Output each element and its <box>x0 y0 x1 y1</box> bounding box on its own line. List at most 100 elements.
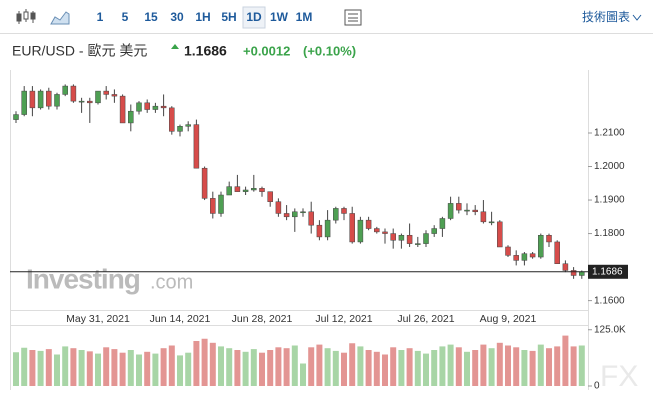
candle-body <box>21 90 27 115</box>
volume-bar <box>267 350 274 386</box>
chart-link[interactable]: 技術圖表 <box>582 10 630 24</box>
volume-bar <box>95 353 101 386</box>
volume-bar <box>234 350 241 386</box>
x-tick-label: Aug 9, 2021 <box>480 313 537 325</box>
change-percent: (+0.10%) <box>303 43 356 58</box>
interval-button[interactable]: 1 <box>97 10 104 24</box>
change: +0.0012 <box>243 43 290 58</box>
y-tick-label: 1.1900 <box>594 195 625 206</box>
interval-button[interactable]: 1H <box>195 10 210 24</box>
volume-bar <box>332 350 339 386</box>
x-tick-label: Jun 28, 2021 <box>232 313 293 325</box>
volume-bar <box>127 350 134 386</box>
candle-body <box>292 211 298 218</box>
candle-body <box>472 209 478 213</box>
candle-body <box>513 255 519 261</box>
volume-bar <box>21 347 28 386</box>
volume-bar <box>414 350 421 386</box>
volume-bar <box>513 347 520 386</box>
interval-button[interactable]: 15 <box>144 10 158 24</box>
candle-body <box>201 167 208 199</box>
x-tick-label: Jul 12, 2021 <box>315 313 372 325</box>
candle-body <box>160 105 167 109</box>
volume-bar <box>45 349 52 386</box>
volume-bar <box>242 351 249 386</box>
interval-button[interactable]: 5 <box>122 10 129 24</box>
candle-body <box>267 191 273 202</box>
watermark: .com <box>150 271 193 293</box>
candle-body <box>78 100 85 103</box>
volume-bar <box>119 352 126 386</box>
candle-body <box>415 243 421 245</box>
candle-body <box>95 90 101 104</box>
interval-button[interactable]: 1D <box>246 10 262 24</box>
candle-body <box>169 107 175 132</box>
volume-bar <box>472 350 479 386</box>
candle-body <box>185 124 191 127</box>
y-tick-label: 0 <box>594 381 600 392</box>
volume-bar <box>111 349 118 386</box>
y-tick-label: 1.1800 <box>594 228 625 239</box>
candle-body <box>46 90 52 107</box>
volume-bar <box>201 338 208 386</box>
interval-button[interactable]: 1M <box>296 10 313 24</box>
y-tick-label: 1.2000 <box>594 161 625 172</box>
x-tick-label: Jun 14, 2021 <box>150 313 211 325</box>
candle-body <box>570 270 577 276</box>
candle-body <box>136 102 142 112</box>
candle-body <box>390 233 396 241</box>
candle-body <box>480 211 487 223</box>
volume-bar <box>546 348 552 386</box>
candle-body <box>365 219 372 229</box>
volume-bar <box>562 335 569 386</box>
volume-bar <box>283 348 290 386</box>
candle-body <box>464 209 470 212</box>
volume-bar <box>365 350 372 386</box>
interval-button[interactable]: 1W <box>270 10 289 24</box>
candle-body <box>62 85 68 95</box>
candle-body <box>538 234 544 258</box>
candle-body <box>382 231 388 234</box>
volume-bar <box>193 341 200 386</box>
candle-body <box>119 95 126 124</box>
volume-bar <box>349 343 356 386</box>
candle-body <box>406 234 413 244</box>
volume-bar <box>209 342 216 386</box>
candle-body <box>316 224 323 238</box>
volume-bar <box>521 350 528 386</box>
volume-bar <box>439 346 446 386</box>
area-icon[interactable] <box>50 11 70 25</box>
volume-bar <box>537 344 544 386</box>
volume-bar <box>488 348 495 386</box>
interval-button[interactable]: 30 <box>170 10 184 24</box>
volume-bar <box>136 354 142 386</box>
price: 1.1686 <box>184 43 227 59</box>
candle-body <box>242 189 249 192</box>
volume-bar <box>373 351 380 386</box>
volume-bar <box>398 350 405 386</box>
candle-body <box>111 94 118 97</box>
volume-bar <box>447 344 454 386</box>
volume-bar <box>160 348 167 386</box>
candle-body <box>562 263 569 271</box>
volume-bar <box>185 352 192 386</box>
candle-icon[interactable] <box>16 9 36 24</box>
candle-body <box>505 246 511 256</box>
volume-bar <box>570 346 577 386</box>
candle-body <box>87 100 93 104</box>
candle-body <box>324 219 331 238</box>
volume-bar <box>406 348 413 386</box>
volume-bar <box>177 355 183 386</box>
volume-bar <box>423 353 429 386</box>
symbol: EUR/USD - 歐元 美元 <box>12 43 147 59</box>
interval-button[interactable]: 5H <box>221 10 236 24</box>
volume-bar <box>291 345 298 386</box>
settings-icon[interactable] <box>344 9 362 26</box>
candle-body <box>546 234 552 243</box>
watermark: FX <box>600 360 638 393</box>
up-arrow <box>171 44 179 49</box>
y-tick-label: 125.0K <box>594 324 626 335</box>
y-tick-label: 1.2100 <box>594 128 625 139</box>
